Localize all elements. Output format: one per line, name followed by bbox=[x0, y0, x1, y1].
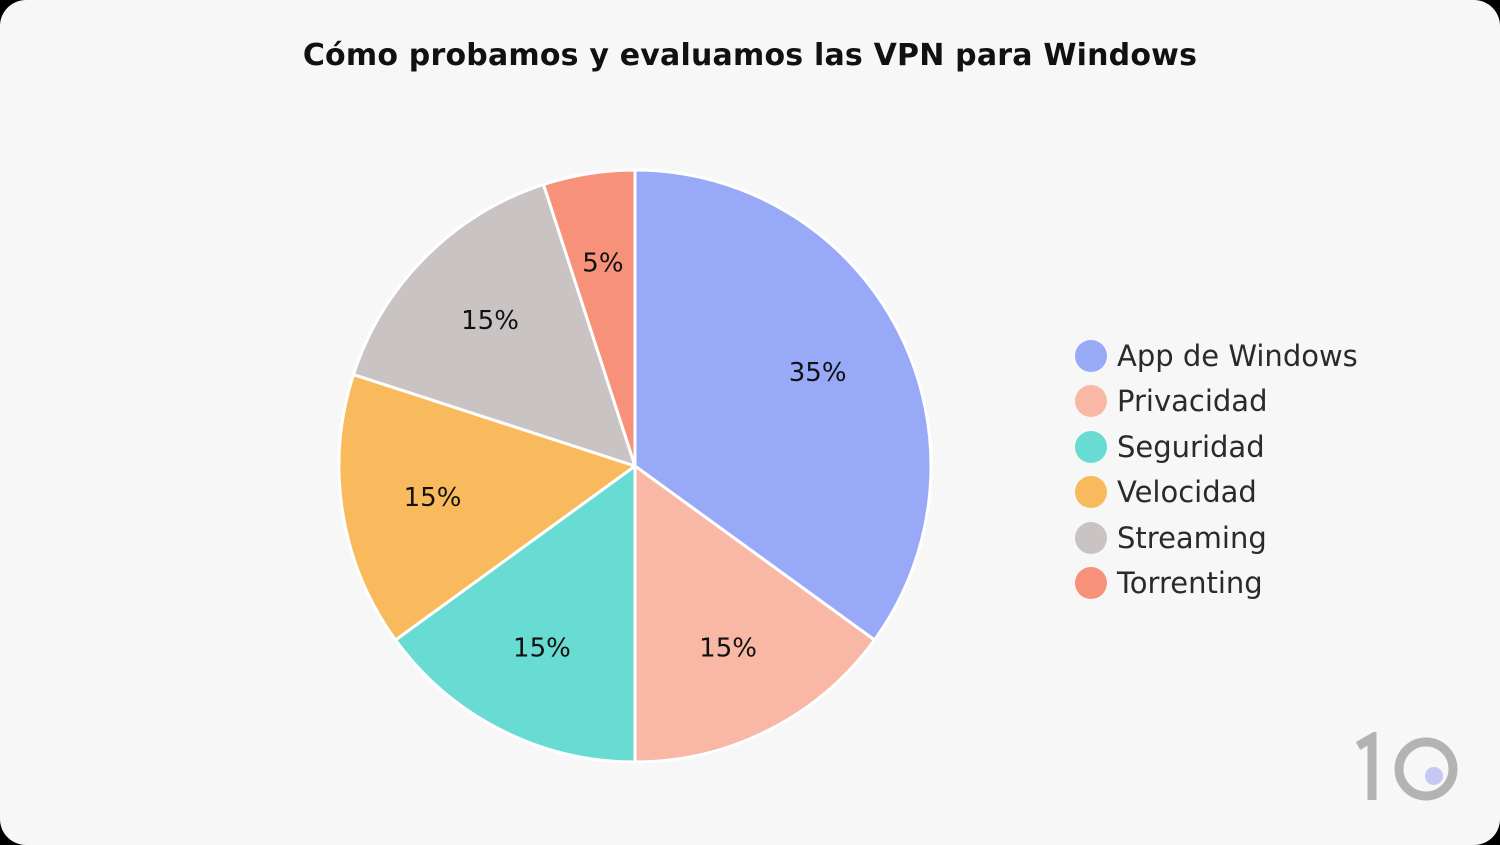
pie-value-label: 5% bbox=[582, 249, 623, 279]
legend-swatch bbox=[1075, 521, 1107, 554]
legend-label: Privacidad bbox=[1117, 384, 1268, 419]
legend-item-seguridad: Seguridad bbox=[1075, 424, 1358, 470]
legend-item-velocidad: Velocidad bbox=[1075, 470, 1358, 516]
legend-item-app-de-windows: App de Windows bbox=[1075, 333, 1358, 379]
pie-value-labels: 35% 15% 15% 15% 15% 5% bbox=[404, 249, 847, 664]
legend-swatch bbox=[1075, 567, 1107, 600]
legend-label: Velocidad bbox=[1117, 475, 1257, 510]
pie-slice-streaming bbox=[351, 182, 637, 468]
legend-swatch bbox=[1075, 339, 1107, 372]
legend-item-streaming: Streaming bbox=[1075, 515, 1358, 561]
legend-label: App de Windows bbox=[1117, 338, 1358, 373]
legend-swatch bbox=[1075, 430, 1107, 463]
pie-slice-velocidad bbox=[337, 373, 637, 642]
pie-slice-privacidad bbox=[633, 464, 876, 764]
legend-label: Seguridad bbox=[1117, 429, 1265, 464]
pie-value-label: 35% bbox=[789, 358, 847, 388]
legend-swatch bbox=[1075, 385, 1107, 418]
legend-item-privacidad: Privacidad bbox=[1075, 379, 1358, 425]
pie-value-label: 15% bbox=[513, 634, 571, 664]
legend-label: Streaming bbox=[1117, 520, 1267, 555]
legend-item-torrenting: Torrenting bbox=[1075, 561, 1358, 607]
chart-legend: App de Windows Privacidad Seguridad Velo… bbox=[1075, 333, 1358, 606]
pie-slices bbox=[337, 168, 933, 764]
pie-slice-app-de-windows bbox=[633, 168, 933, 642]
legend-swatch bbox=[1075, 476, 1107, 509]
chart-title: Cómo probamos y evaluamos las VPN para W… bbox=[302, 38, 1198, 73]
pie-value-label: 15% bbox=[404, 483, 462, 513]
pie-value-label: 15% bbox=[461, 306, 519, 336]
brand-logo bbox=[1355, 732, 1458, 801]
pie-slice-torrenting bbox=[542, 168, 637, 468]
pie-slice-seguridad bbox=[394, 464, 637, 764]
legend-label: Torrenting bbox=[1117, 566, 1263, 601]
pie-value-label: 15% bbox=[699, 634, 757, 664]
